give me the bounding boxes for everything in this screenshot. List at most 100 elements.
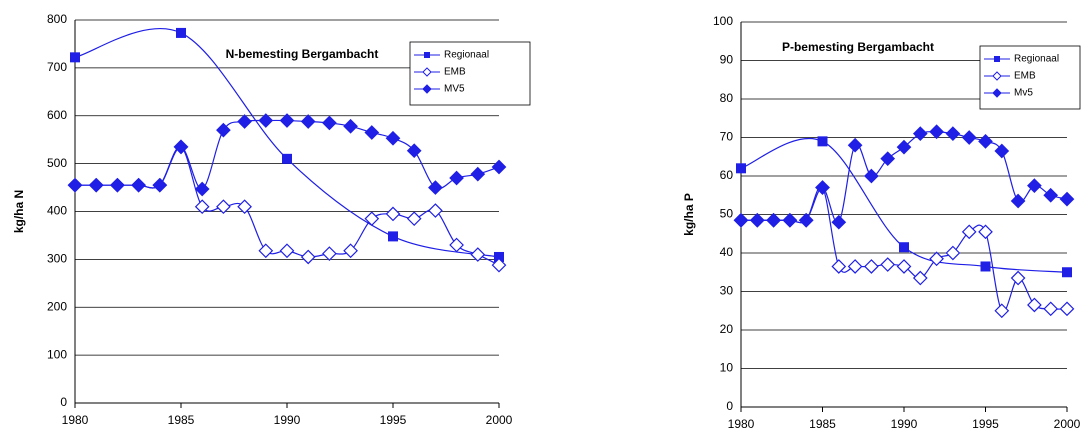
marker [994,303,1010,319]
marker [736,163,746,174]
marker [67,177,83,193]
marker [749,212,765,228]
y-tick-label: 200 [47,299,67,313]
y-tick-label: 0 [726,399,733,413]
marker [173,139,189,155]
marker [864,259,879,274]
marker [994,143,1010,159]
legend-label: Regionaal [1014,54,1059,65]
marker [88,177,104,193]
y-tick-label: 700 [47,60,67,74]
x-tick-label: 1980 [728,417,755,431]
marker [152,177,168,193]
marker [864,168,879,184]
marker [388,231,398,242]
y-tick-label: 60 [720,168,734,182]
marker [929,124,944,140]
legend-label: EMB [1014,71,1036,82]
legend-marker [992,88,1002,98]
marker [279,243,295,259]
marker [847,259,863,274]
chart-title: N-bemesting Bergambacht [226,47,379,61]
y-tick-label: 100 [47,347,67,361]
marker [322,246,337,261]
marker [385,130,401,146]
marker [176,27,186,38]
marker [343,243,358,259]
marker [961,130,977,145]
marker [1043,301,1059,317]
marker [470,247,486,262]
y-tick-label: 300 [47,252,67,266]
marker [961,224,977,240]
marker [880,257,896,272]
y-tick-label: 500 [47,156,67,170]
marker [1059,301,1075,317]
y-tick-label: 20 [720,322,734,336]
marker [896,259,912,274]
marker [1059,191,1075,207]
marker [449,170,464,186]
marker [980,261,991,272]
marker [364,125,380,140]
marker [831,214,847,230]
marker [899,242,909,253]
x-tick-label: 1980 [62,413,89,427]
x-tick-label: 1985 [809,417,836,431]
marker [300,249,316,265]
y-tick-label: 80 [720,91,734,105]
marker [945,126,961,141]
y-axis-label: kg/ha P [682,193,696,236]
marker [322,115,337,131]
marker [131,177,146,193]
legend-label: Regionaal [444,50,489,61]
legend-label: EMB [444,67,466,78]
marker [817,136,828,147]
legend-label: Mv5 [1014,88,1033,99]
marker [798,212,814,228]
y-tick-label: 800 [47,12,67,26]
y-tick-label: 600 [47,108,67,122]
marker [880,151,896,167]
marker [491,159,507,175]
legend-label: MV5 [444,84,465,95]
marker [258,113,274,128]
y-tick-label: 40 [720,245,734,259]
marker [70,52,80,63]
marker [733,212,749,228]
y-axis-label: kg/ha N [12,190,26,233]
marker [912,126,928,141]
marker [1010,193,1026,209]
marker [978,134,993,149]
marker [494,251,504,262]
y-tick-label: 30 [720,284,734,298]
y-tick-label: 100 [713,14,733,28]
marker [929,251,944,267]
marker [282,153,292,164]
x-tick-label: 1995 [380,413,407,427]
marker [428,203,443,218]
marker [1027,178,1042,193]
marker [978,224,993,240]
y-tick-label: 10 [720,361,734,375]
marker [1027,297,1042,313]
marker [945,245,961,261]
marker [194,199,210,215]
marker [912,270,928,286]
x-tick-label: 2000 [1054,417,1081,431]
x-tick-label: 1985 [168,413,195,427]
y-tick-label: 50 [720,207,734,221]
marker [847,137,863,153]
y-tick-label: 90 [720,53,734,67]
marker [110,177,125,193]
y-tick-label: 0 [60,395,67,409]
marker [216,122,231,138]
marker [364,211,380,227]
marker [470,166,486,182]
marker [406,143,422,159]
legend-marker [422,67,432,77]
x-tick-label: 2000 [486,413,513,427]
marker [428,180,443,195]
marker [300,114,316,129]
